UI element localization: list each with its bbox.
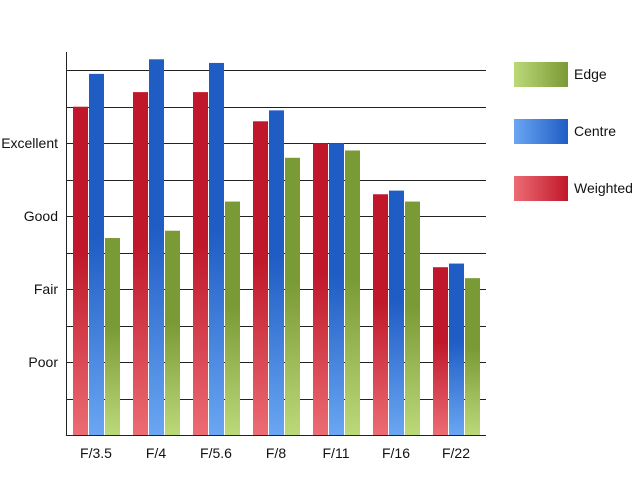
bar-centre-f8 <box>269 110 284 435</box>
legend-label-centre: Centre <box>574 123 616 139</box>
x-tick-label: F/22 <box>442 445 470 461</box>
x-tick-label: F/8 <box>266 445 286 461</box>
bars <box>73 59 480 436</box>
bar-centre-f56 <box>209 62 224 435</box>
bar-edge-f11 <box>345 150 360 435</box>
bar-centre-f35 <box>89 73 104 435</box>
bar-edge-f22 <box>465 278 480 435</box>
x-tick-label: F/11 <box>323 445 350 461</box>
bar-weighted-f11 <box>313 143 328 435</box>
y-tick-label: Excellent <box>1 135 58 151</box>
legend-label-weighted: Weighted <box>574 180 633 196</box>
legend-swatch-edge <box>514 62 568 87</box>
legend-swatch-centre <box>514 119 568 144</box>
legend-swatch-weighted <box>514 176 568 201</box>
x-tick-label: F/5.6 <box>200 445 232 461</box>
bar-weighted-f16 <box>373 194 388 435</box>
bar-centre-f22 <box>449 263 464 435</box>
bar-edge-f8 <box>285 157 300 435</box>
bar-weighted-f35 <box>73 106 88 435</box>
bar-centre-f4 <box>149 59 164 436</box>
legend-label-edge: Edge <box>574 66 607 82</box>
x-tick-label: F/3.5 <box>80 445 112 461</box>
y-tick-label: Poor <box>28 354 58 370</box>
bar-edge-f16 <box>405 201 420 435</box>
axes <box>66 52 486 436</box>
bar-weighted-f8 <box>253 121 268 436</box>
tick-labels: Poor Fair Good Excellent F/3.5 F/4 F/5.6 F/8 F/1… <box>1 135 470 461</box>
bar-edge-f4 <box>165 230 180 435</box>
bar-edge-f35 <box>105 238 120 435</box>
bar-centre-f11 <box>329 143 344 435</box>
y-tick-label: Good <box>24 208 58 224</box>
x-tick-label: F/4 <box>146 445 166 461</box>
bar-centre-f16 <box>389 190 404 435</box>
legend: Edge Centre Weighted <box>514 62 633 201</box>
bar-weighted-f22 <box>433 267 448 435</box>
x-tick-label: F/16 <box>382 445 410 461</box>
bar-edge-f56 <box>225 201 240 435</box>
bar-weighted-f4 <box>133 92 148 435</box>
bar-weighted-f56 <box>193 92 208 435</box>
y-tick-label: Fair <box>34 281 58 297</box>
